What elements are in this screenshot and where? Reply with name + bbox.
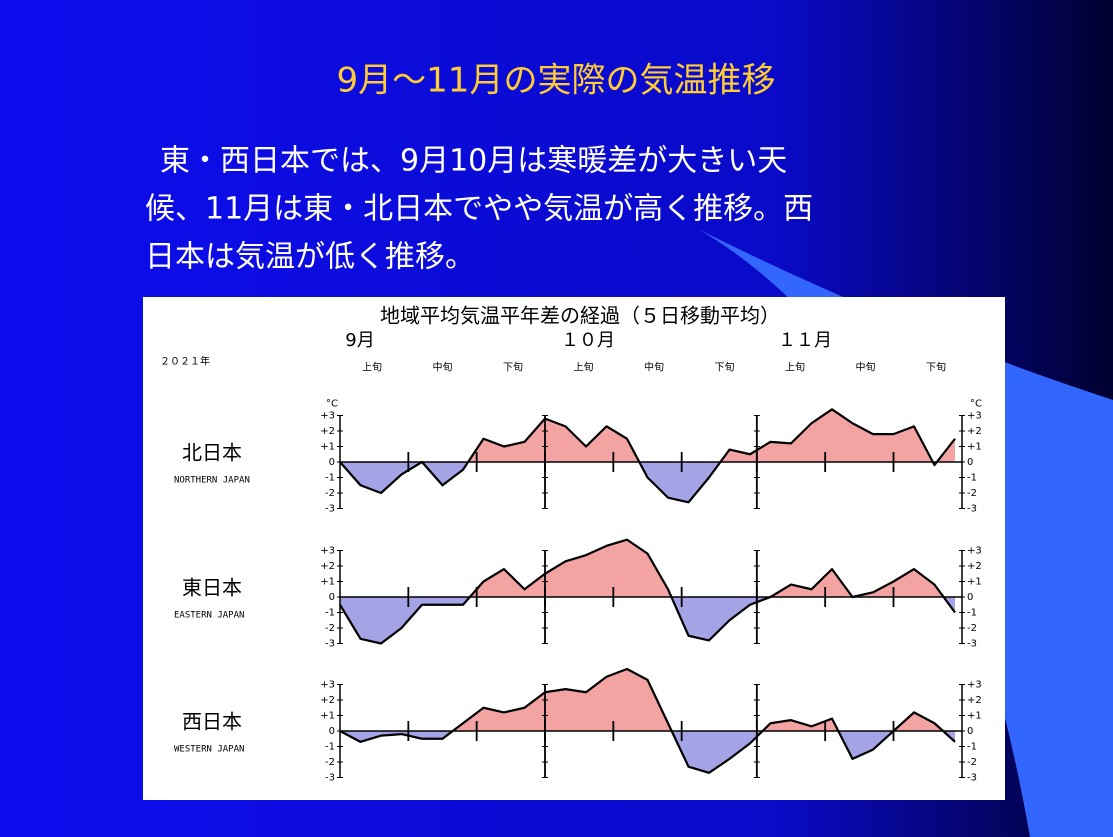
body-line: 東・西日本では、9月10月は寒暖差が大きい天 [160, 144, 787, 179]
slide-title: 9月～11月の実際の気温推移 [337, 61, 776, 101]
unit-label: °C [970, 399, 982, 410]
y-tick-label: +1 [967, 711, 982, 722]
y-tick-label: +2 [967, 426, 982, 437]
y-tick-label: -1 [967, 742, 977, 753]
y-tick-label: -2 [967, 488, 977, 499]
y-tick-label: +2 [967, 561, 982, 572]
y-tick-label: -2 [967, 757, 977, 768]
y-tick-label: +3 [320, 546, 335, 557]
unit-label: °C [326, 399, 338, 410]
y-tick-label: +2 [320, 695, 335, 706]
positive-area [340, 669, 955, 731]
positive-area [340, 539, 955, 597]
period-label: 下旬 [503, 361, 523, 374]
month-label: 9月 [345, 330, 374, 351]
y-tick-label: -3 [967, 639, 977, 650]
y-tick-label: -1 [325, 742, 335, 753]
figure-title: 地域平均気温平年差の経過（５日移動平均） [380, 304, 780, 328]
y-tick-label: 0 [329, 592, 335, 603]
line [339, 667, 956, 774]
region-label: 東日本 [182, 576, 242, 600]
positive-area [340, 409, 955, 462]
y-tick-label: +2 [320, 426, 335, 437]
body-line: 候、11月は東・北日本でやや気温が高く推移。西 [145, 192, 813, 227]
y-tick-label: 0 [967, 592, 973, 603]
period-label: 中旬 [433, 361, 453, 374]
region-label: 北日本 [182, 441, 242, 465]
y-tick-label: +2 [320, 561, 335, 572]
negative-area [340, 462, 955, 503]
y-tick-label: +3 [967, 411, 982, 422]
y-tick-label: +1 [320, 577, 335, 588]
y-tick-label: +2 [967, 695, 982, 706]
y-tick-label: 0 [329, 726, 335, 737]
y-tick-label: -1 [325, 473, 335, 484]
period-label: 上旬 [574, 361, 594, 374]
y-tick-label: 0 [967, 457, 973, 468]
body-line: 日本は気温が低く推移。 [145, 240, 475, 275]
y-tick-label: -3 [967, 504, 977, 515]
month-label: １０月 [561, 330, 615, 351]
line [339, 538, 956, 645]
year-label: ２０２１年 [160, 355, 210, 368]
month-label: １１月 [778, 330, 832, 351]
y-tick-label: +3 [967, 546, 982, 557]
y-tick-label: -3 [325, 639, 335, 650]
y-tick-label: -1 [967, 608, 977, 619]
region-sublabel: NORTHERN JAPAN [174, 476, 250, 486]
y-tick-label: +1 [320, 711, 335, 722]
y-tick-label: -2 [325, 757, 335, 768]
period-label: 中旬 [856, 361, 876, 374]
region-sublabel: WESTERN JAPAN [174, 745, 244, 755]
negative-area [340, 597, 955, 644]
y-tick-label: 0 [329, 457, 335, 468]
y-tick-label: +3 [320, 680, 335, 691]
y-tick-label: -2 [325, 488, 335, 499]
period-label: 上旬 [362, 361, 382, 374]
y-tick-label: -3 [967, 773, 977, 784]
y-tick-label: 0 [967, 726, 973, 737]
period-label: 中旬 [644, 361, 664, 374]
y-tick-label: -2 [325, 623, 335, 634]
y-tick-label: -3 [325, 773, 335, 784]
region-label: 西日本 [182, 710, 242, 734]
background-shape [700, 230, 1113, 837]
y-tick-label: +1 [320, 442, 335, 453]
period-label: 上旬 [785, 361, 805, 374]
y-tick-label: +1 [967, 442, 982, 453]
period-label: 下旬 [715, 361, 735, 374]
region-sublabel: EASTERN JAPAN [174, 611, 244, 621]
y-tick-label: -1 [325, 608, 335, 619]
y-tick-label: +1 [967, 577, 982, 588]
y-tick-label: +3 [320, 411, 335, 422]
line [339, 408, 956, 504]
y-tick-label: -1 [967, 473, 977, 484]
y-tick-label: +3 [967, 680, 982, 691]
y-tick-label: -2 [967, 623, 977, 634]
y-tick-label: -3 [325, 504, 335, 515]
period-label: 下旬 [926, 361, 946, 374]
